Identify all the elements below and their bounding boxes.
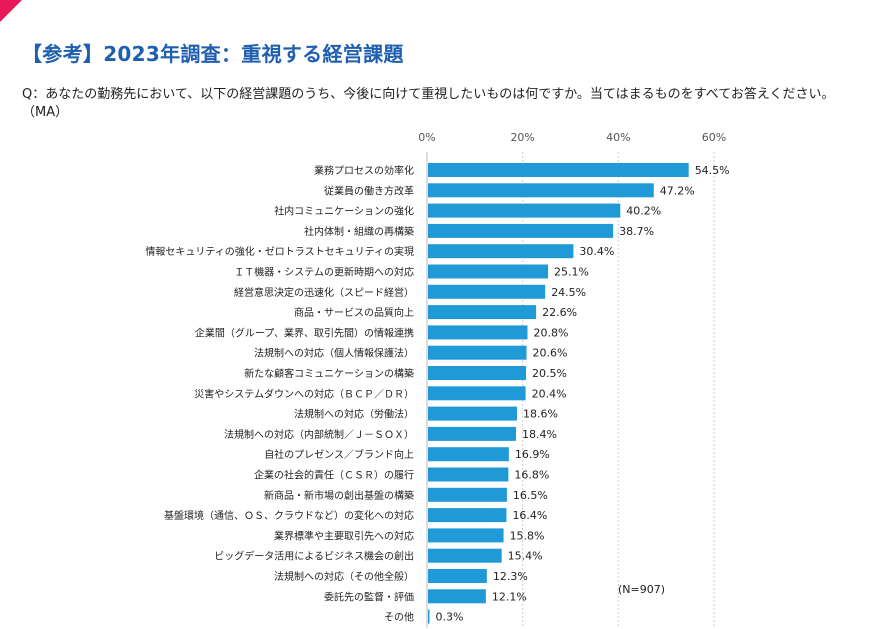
category-label: 従業員の働き方改革	[324, 184, 414, 197]
corner-accent-flag	[0, 0, 22, 22]
value-label: 54.5%	[695, 164, 730, 177]
survey-question: Q：あなたの勤務先において、以下の経営課題のうち、今後に向けて重視したいものは何…	[22, 87, 835, 120]
category-label: 情報セキュリティの強化・ゼロトラストセキュリティの実現	[145, 245, 414, 258]
category-label: 新たな顧客コミュニケーションの構築	[244, 367, 414, 380]
value-label: 20.4%	[532, 387, 567, 400]
bar	[428, 203, 621, 218]
bar	[428, 528, 504, 543]
bar	[428, 325, 528, 340]
bar	[428, 508, 507, 523]
category-label: 法規制への対応（内部統制／Ｊ－ＳＯＸ）	[224, 428, 414, 441]
bar	[428, 467, 509, 482]
category-label: 法規制への対応（労働法）	[294, 408, 414, 421]
category-label: 業界標準や主要取引先への対応	[274, 529, 414, 542]
bar	[428, 589, 486, 604]
category-label: 経営意思決定の迅速化（スピード経営）	[234, 286, 414, 299]
bar	[428, 569, 487, 583]
category-label: 自社のプレゼンス／ブランド向上	[264, 448, 414, 461]
value-label: 24.5%	[551, 286, 586, 299]
bar	[428, 244, 574, 259]
x-tick-label: 40%	[606, 131, 630, 144]
category-label: 商品・サービスの品質向上	[294, 306, 414, 319]
category-label: 基盤環境（通信、ＯＳ、クラウドなど）の変化への対応	[164, 509, 414, 522]
page-title: 【参考】2023年調査：重視する経営課題	[22, 42, 404, 66]
value-label: 47.2%	[660, 184, 695, 197]
bar	[428, 386, 526, 401]
category-label: 新商品・新市場の創出基盤の構築	[264, 489, 414, 502]
bar	[428, 305, 537, 320]
bar	[428, 487, 507, 502]
value-label: 20.6%	[533, 347, 568, 360]
value-label: 12.1%	[492, 590, 527, 603]
category-label: 企業の社会的責任（ＣＳＲ）の履行	[254, 469, 414, 482]
category-label: 法規制への対応（その他全般）	[274, 570, 414, 583]
category-label: ビッグデータ活用によるビジネス機会の創出	[214, 550, 414, 563]
bar	[428, 426, 517, 441]
value-label: 16.8%	[514, 469, 549, 482]
bar	[428, 183, 654, 198]
value-label: 40.2%	[626, 205, 661, 218]
value-label: 15.4%	[508, 550, 543, 563]
value-label: 12.3%	[493, 570, 528, 583]
category-label: その他	[384, 611, 414, 624]
value-label: 20.5%	[532, 367, 567, 380]
category-label: 法規制への対応（個人情報保護法）	[254, 347, 414, 360]
bar	[428, 223, 614, 238]
x-tick-label: 20%	[510, 131, 534, 144]
bar	[428, 406, 517, 421]
value-label: 38.7%	[619, 225, 654, 238]
bar	[428, 548, 502, 563]
category-label: ＩＴ機器・システムの更新時期への対応	[234, 266, 414, 279]
value-label: 20.8%	[533, 326, 568, 339]
bar	[428, 163, 689, 177]
bar	[428, 609, 430, 624]
sample-size-note: (N=907)	[618, 583, 665, 596]
x-tick-label: 60%	[702, 131, 726, 144]
category-label: 社内体制・組織の再構築	[304, 225, 414, 238]
bar	[428, 345, 527, 360]
bar	[428, 366, 527, 380]
value-label: 15.8%	[510, 529, 545, 542]
category-label: 災害やシステムダウンへの対応（ＢＣＰ／ＤＲ）	[194, 387, 414, 400]
value-label: 25.1%	[554, 266, 589, 279]
bar	[428, 284, 546, 299]
value-label: 22.6%	[542, 306, 577, 319]
category-label: 社内コミュニケーションの強化	[274, 205, 414, 218]
x-tick-label: 0%	[418, 131, 435, 144]
bar	[428, 264, 549, 279]
category-label: 業務プロセスの効率化	[314, 164, 414, 177]
value-label: 18.6%	[523, 408, 558, 421]
category-label: 企業間（グループ、業界、取引先間）の情報連携	[195, 326, 414, 339]
value-label: 16.9%	[515, 448, 550, 461]
value-label: 16.5%	[513, 489, 548, 502]
bar	[428, 447, 509, 462]
value-label: 18.4%	[522, 428, 557, 441]
category-label: 委託先の監督・評価	[324, 590, 414, 603]
value-label: 0.3%	[436, 611, 464, 624]
value-label: 30.4%	[579, 245, 614, 258]
value-label: 16.4%	[512, 509, 547, 522]
